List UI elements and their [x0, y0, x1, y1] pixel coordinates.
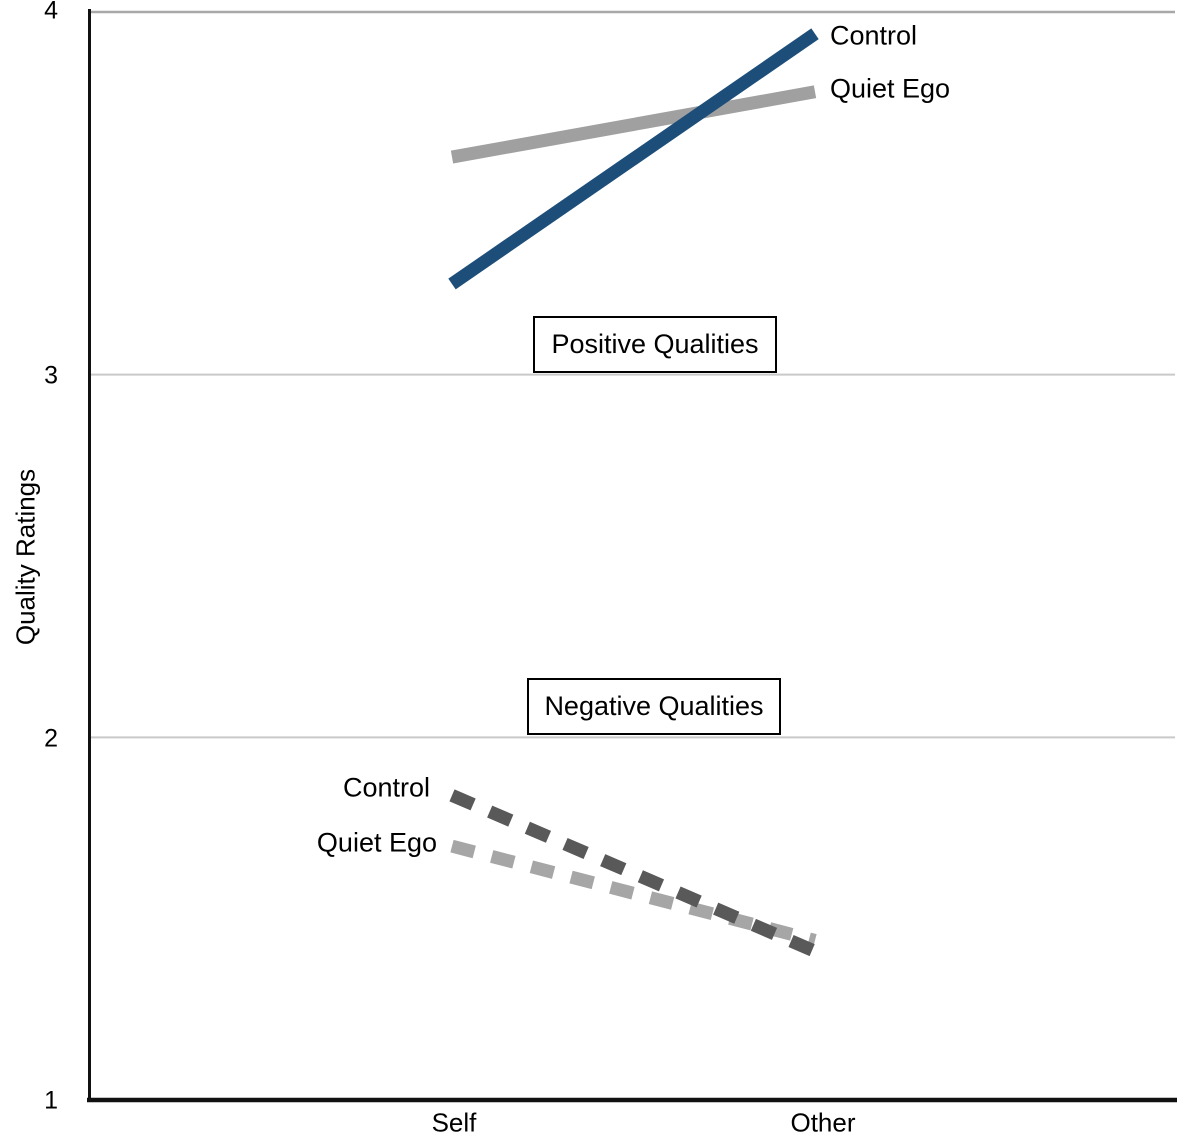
y-tick-1: 1: [44, 1086, 58, 1115]
y-tick-2: 2: [44, 724, 58, 753]
y-tick-4: 4: [44, 0, 58, 25]
x-tick-self: Self: [431, 1107, 477, 1138]
positive-qualities-annotation-box: Positive Qualities: [533, 316, 777, 373]
y-axis-title: Quality Ratings: [10, 468, 41, 646]
line-negative-control: [449, 789, 818, 958]
line-positive-quiet-ego: [450, 85, 817, 164]
negative-control-line-label: Control: [342, 772, 430, 803]
positive-quiet-ego-line-label: Quiet Ego: [830, 73, 951, 104]
negative-quiet-ego-line-label: Quiet Ego: [316, 827, 437, 858]
y-tick-3: 3: [44, 361, 58, 390]
positive-control-line-label: Control: [830, 20, 918, 51]
x-tick-other: Other: [790, 1107, 856, 1138]
negative-qualities-annotation-box: Negative Qualities: [527, 678, 781, 735]
line-negative-quiet-ego: [450, 839, 817, 947]
line-positive-control: [448, 28, 819, 290]
